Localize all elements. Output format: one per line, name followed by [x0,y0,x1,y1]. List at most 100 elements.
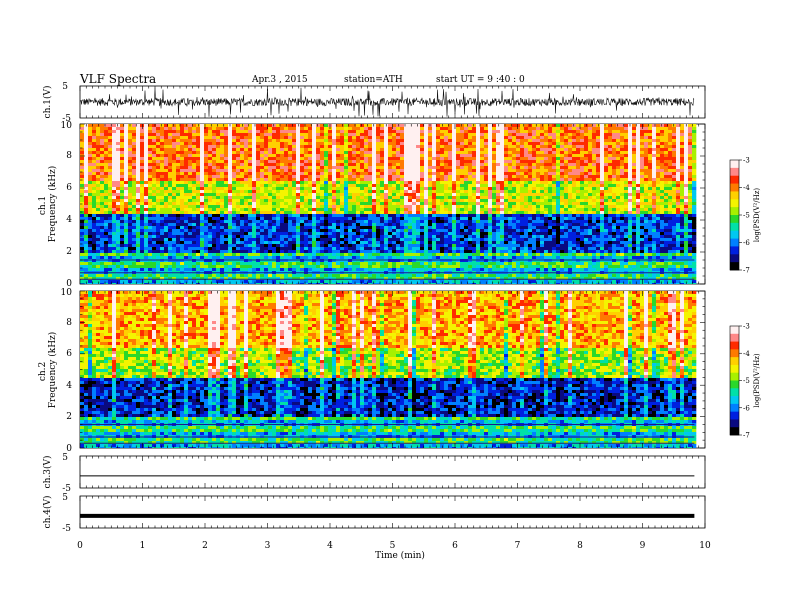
spectrogram-cell [576,124,581,128]
spectrogram-cell [680,178,685,182]
spectrogram-cell [676,208,681,212]
spectrogram-cell [288,220,293,224]
spectrogram-cell [272,154,277,158]
spectrogram-cell [580,214,585,218]
spectrogram-cell [608,190,613,194]
spectrogram-cell [192,205,197,209]
spectrogram-cell [464,124,469,128]
spectrogram-cell [244,172,249,176]
spectrogram-cell [568,208,573,212]
spectrogram-cell [576,130,581,134]
spectrogram-cell [316,154,321,158]
spectrogram-cell [552,154,557,158]
spectrogram-cell [148,208,153,212]
spectrogram-cell [200,166,205,170]
spectrogram-cell [516,175,521,179]
spectrogram-cell [144,214,149,218]
spectrogram-cell [400,133,405,137]
spectrogram-cell [600,154,605,158]
spectrogram-cell [392,169,397,173]
spectrogram-cell [432,193,437,197]
spectrogram-cell [340,139,345,143]
spectrogram-cell [504,169,509,173]
spectrogram-cell [612,163,617,167]
spectrogram-cell [420,130,425,134]
spectrogram-cell [124,160,129,164]
spectrogram-cell [100,175,105,179]
spectrogram-cell [684,211,689,215]
spectrogram-cell [416,154,421,158]
spectrogram-cell [140,139,145,143]
spectrogram-cell [392,172,397,176]
spectrogram-cell [520,154,525,158]
spectrogram-cell [100,202,105,206]
spectrogram-cell [488,172,493,176]
spectrogram-cell [152,133,157,137]
spectrogram-cell [624,211,629,215]
spectrogram-cell [228,160,233,164]
spectrogram-cell [592,208,597,212]
spectrogram-cell [144,154,149,158]
spectrogram-cell [108,157,113,161]
spectrogram-cell [168,193,173,197]
spectrogram-cell [620,175,625,179]
spectrogram-cell [320,199,325,203]
spectrogram-cell [636,190,641,194]
spectrogram-cell [328,175,333,179]
spectrogram-cell [688,199,693,203]
spectrogram-cell [656,163,661,167]
spectrogram-cell [412,199,417,203]
spectrogram-cell [672,175,677,179]
spectrogram-cell [232,205,237,209]
spectrogram-cell [464,199,469,203]
spectrogram-cell [432,139,437,143]
spectrogram-cell [444,175,449,179]
spectrogram-cell [644,166,649,170]
spectrogram-cell [264,214,269,218]
spectrogram-cell [424,187,429,191]
spectrogram-cell [388,178,393,182]
spectrogram-cell [612,193,617,197]
spectrogram-cell [172,142,177,146]
spectrogram-cell [272,178,277,182]
spectrogram-cell [280,154,285,158]
spectrogram-cell [424,151,429,155]
spectrogram-cell [268,130,273,134]
spectrogram-cell [512,202,517,206]
spectrogram-cell [148,193,153,197]
spectrogram-cell [384,163,389,167]
spectrogram-cell [580,142,585,146]
spectrogram-cell [608,193,613,197]
spectrogram-cell [488,217,493,221]
spectrogram-cell [396,151,401,155]
spectrogram-cell [160,172,165,176]
spectrogram-cell [284,217,289,221]
spectrogram-cell [692,199,697,203]
spectrogram-cell [352,136,357,140]
spectrogram-cell [228,154,233,158]
spectrogram-cell [560,211,565,215]
spectrogram-cell [572,187,577,191]
spectrogram-cell [456,178,461,182]
spectrogram-cell [460,157,465,161]
spectrogram-cell [100,214,105,218]
spectrogram-cell [564,160,569,164]
spectrogram-cell [568,181,573,185]
spectrogram-cell [544,187,549,191]
spectrogram-cell [108,193,113,197]
spectrogram-cell [304,193,309,197]
spectrogram-cell [568,139,573,143]
spectrogram-cell [152,220,157,224]
spectrogram-cell [360,211,365,215]
spectrogram-cell [360,214,365,218]
spectrogram-cell [620,142,625,146]
spectrogram-cell [528,196,533,200]
spectrogram-cell [512,199,517,203]
spectrogram-cell [260,172,265,176]
spectrogram-cell [568,130,573,134]
spectrogram-cell [460,184,465,188]
spectrogram-cell [292,136,297,140]
spectrogram-cell [652,160,657,164]
spectrogram-cell [568,127,573,131]
spectrogram-cell [608,163,613,167]
